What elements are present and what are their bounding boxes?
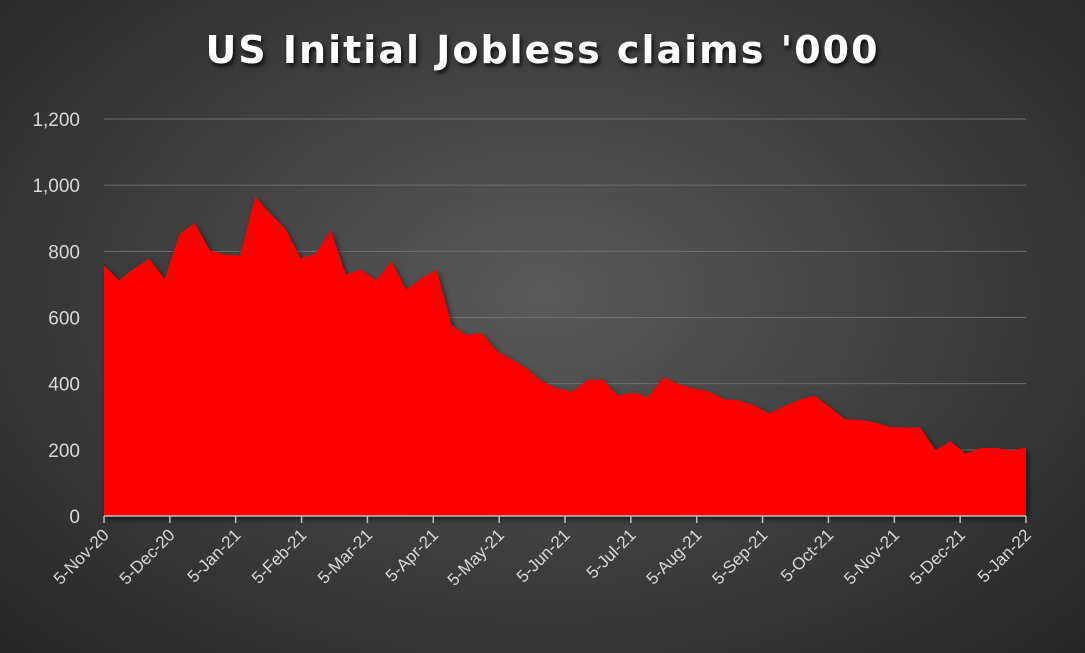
x-tick-label: 5-Jun-21 bbox=[513, 525, 574, 586]
x-tick-label: 5-Jul-21 bbox=[583, 525, 640, 582]
x-tick-label: 5-Dec-20 bbox=[116, 525, 179, 588]
x-tick-label: 5-Jan-22 bbox=[974, 525, 1035, 586]
x-tick-label: 5-Mar-21 bbox=[314, 525, 376, 587]
y-tick-label: 400 bbox=[48, 375, 80, 396]
y-tick-label: 0 bbox=[69, 507, 80, 528]
y-tick-label: 800 bbox=[48, 242, 80, 263]
x-tick-label: 5-Jan-21 bbox=[184, 525, 245, 586]
series-area bbox=[104, 196, 1026, 516]
y-tick-label: 1,200 bbox=[32, 110, 80, 131]
series-layer bbox=[104, 196, 1026, 516]
x-tick-label: 5-Feb-21 bbox=[248, 525, 310, 587]
x-tick-label: 5-Nov-20 bbox=[50, 525, 113, 588]
chart-title: US Initial Jobless claims '000 bbox=[205, 28, 880, 72]
y-tick-label: 1,000 bbox=[32, 176, 80, 197]
y-tick-label: 200 bbox=[48, 441, 80, 462]
y-tick-label: 600 bbox=[48, 309, 80, 330]
x-tick-label: 5-Sep-21 bbox=[709, 525, 772, 588]
x-tick-label: 5-Oct-21 bbox=[777, 525, 837, 585]
x-tick-label: 5-Apr-21 bbox=[382, 525, 442, 585]
x-tick-label: 5-Dec-21 bbox=[906, 525, 969, 588]
x-tick-label: 5-Nov-21 bbox=[840, 525, 903, 588]
x-tick-label: 5-Aug-21 bbox=[643, 525, 706, 588]
x-tick-label: 5-May-21 bbox=[444, 525, 508, 589]
